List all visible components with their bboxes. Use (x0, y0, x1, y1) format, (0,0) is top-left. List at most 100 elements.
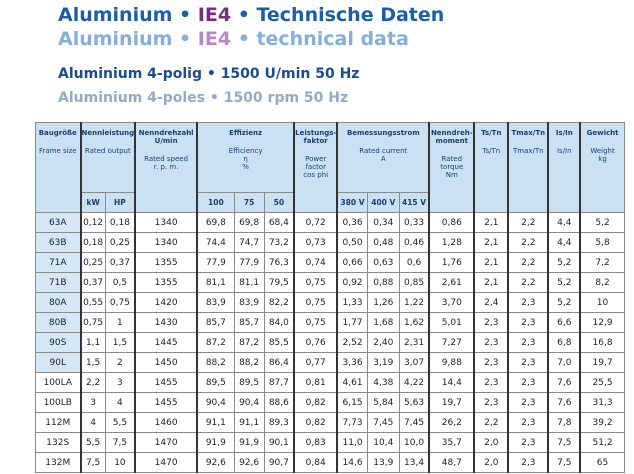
table-row: 71B 0,37 0,5 1355 81,1 81,1 79,5 0,75 0,92 0,88 0,… (35, 272, 625, 293)
table-row: 90S 1,1 1,5 1445 87,2 87,2 85,5 0,76 2,52 2,40 2,3… (35, 332, 625, 353)
cell: 0,37 (104, 252, 136, 273)
header-line: Power (305, 155, 327, 163)
cell: 4 (104, 392, 136, 413)
cell: 0,74 (293, 252, 338, 273)
cell: 19,7 (579, 352, 625, 373)
cell: 91,1 (233, 412, 265, 433)
header-en: Frame size (37, 137, 80, 155)
cell: 0,83 (293, 432, 338, 453)
cell: 26,2 (428, 412, 475, 433)
cell: 2,40 (366, 332, 400, 353)
cell: 16,8 (579, 332, 625, 353)
cell: 2,0 (473, 452, 509, 473)
cell: 1,62 (398, 312, 430, 333)
cell: 84,0 (263, 312, 295, 333)
table-row: 80B 0,75 1 1430 85,7 85,7 84,0 0,75 1,77 1,68 1,62… (35, 312, 625, 333)
cell: 8,2 (579, 272, 625, 293)
cell: 0,25 (104, 232, 136, 253)
cell: 0,36 (336, 212, 368, 233)
cell: 0,85 (398, 272, 430, 293)
cell: 2,2 (507, 272, 549, 293)
header-line: Nennleistung (81, 129, 135, 137)
table-head: Baugröße Frame size Nennleistung Rated outp… (35, 122, 625, 213)
subheader: 400 V (366, 192, 400, 213)
cell: 1,5 (79, 352, 106, 373)
cell: 2,2 (507, 252, 549, 273)
cell: 2,0 (473, 432, 509, 453)
header-line: Nenndrehzahl (138, 129, 194, 137)
cell: 0,88 (366, 272, 400, 293)
cell: 3 (79, 392, 106, 413)
cell: 10,0 (398, 432, 430, 453)
subheader: 75 (233, 192, 265, 213)
cell: 2,1 (473, 212, 509, 233)
cell: 1,26 (366, 292, 400, 313)
cell: 2,1 (473, 252, 509, 273)
column-header: Ts/Tn Ts/Tn (473, 122, 509, 213)
frame-size: 80A (35, 292, 81, 313)
cell: 2,3 (473, 372, 509, 393)
cell: 0,75 (79, 312, 106, 333)
cell: 19,7 (428, 392, 475, 413)
cell: 69,8 (233, 212, 265, 233)
column-header: Tmax/Tn Tmax/Tn (507, 122, 549, 213)
cell: 2,2 (507, 232, 549, 253)
header-en: Rated speed r. p. m. (137, 145, 196, 171)
cell: 3,07 (398, 352, 430, 373)
table-row: 80A 0,55 0,75 1420 83,9 83,9 82,2 0,75 1,33 1,26 1… (35, 292, 625, 313)
title-part: IE4 (197, 28, 232, 50)
header-line: Ts/Tn (481, 129, 502, 137)
header-line: Weight (590, 147, 615, 155)
cell: 4,4 (547, 232, 581, 253)
frame-size: 71B (35, 272, 81, 293)
cell: 14,4 (428, 372, 475, 393)
cell: 1450 (134, 352, 198, 373)
cell: 25,5 (579, 372, 625, 393)
cell: 1 (104, 312, 136, 333)
cell: 0,76 (293, 332, 338, 353)
cell: 0,84 (293, 452, 338, 473)
cell: 5,8 (579, 232, 625, 253)
header-de: Nenndrehzahl U/min (137, 124, 196, 145)
cell: 85,7 (233, 312, 265, 333)
column-header: Baugröße Frame size (35, 122, 81, 213)
header-de: Ts/Tn (476, 124, 507, 137)
column-header: Gewicht Weight kg (579, 122, 625, 213)
cell: 5,2 (547, 252, 581, 273)
cell: 88,2 (233, 352, 265, 373)
header-line: faktor (303, 137, 328, 145)
header-line: moment (435, 137, 469, 145)
cell: 7,6 (547, 392, 581, 413)
cell: 3,36 (336, 352, 368, 373)
cell: 74,7 (233, 232, 265, 253)
cell: 2,3 (473, 352, 509, 373)
title-de: Aluminium • IE4 • Technische Daten (58, 4, 444, 26)
cell: 48,7 (428, 452, 475, 473)
cell: 0,72 (293, 212, 338, 233)
cell: 83,9 (196, 292, 235, 313)
header-en: Rated current A (339, 137, 428, 163)
cell: 0,5 (104, 272, 136, 293)
frame-size: 132M (35, 452, 81, 473)
cell: 0,34 (366, 212, 400, 233)
cell: 1,22 (398, 292, 430, 313)
cell: 7,8 (547, 412, 581, 433)
title-part: Aluminium • (58, 4, 198, 26)
cell: 1455 (134, 372, 198, 393)
cell: 2,3 (473, 392, 509, 413)
cell: 4,38 (366, 372, 400, 393)
cell: 13,4 (398, 452, 430, 473)
cell: 51,2 (579, 432, 625, 453)
column-header: Is/In Is/In (547, 122, 581, 213)
cell: 7,5 (79, 452, 106, 473)
cell: 11,0 (336, 432, 368, 453)
cell: 7,5 (104, 432, 136, 453)
cell: 77,9 (196, 252, 235, 273)
subheader: 100 (196, 192, 235, 213)
header-en: Power factor cos phi (296, 145, 336, 179)
cell: 4,61 (336, 372, 368, 393)
cell: 2,3 (507, 312, 549, 333)
subheader: 380 V (336, 192, 368, 213)
cell: 0,82 (293, 412, 338, 433)
cell: 68,4 (263, 212, 295, 233)
